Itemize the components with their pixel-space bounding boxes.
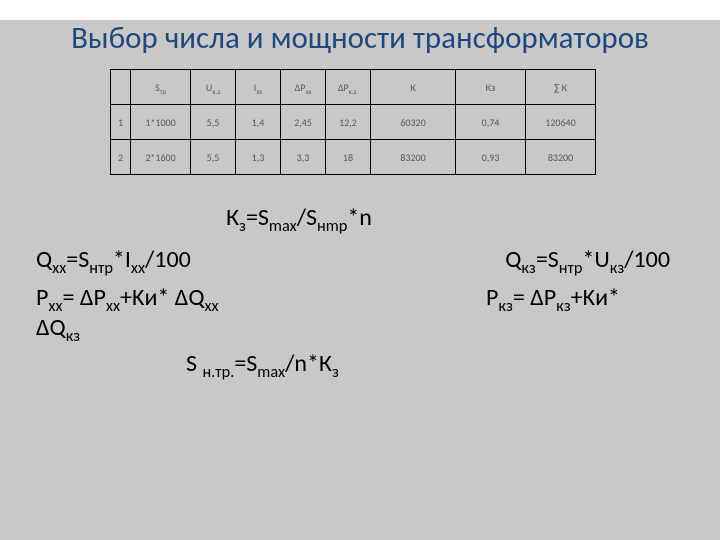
table-cell: 12,2: [326, 105, 371, 140]
formula-qxx: Qхх=Sнтр*Iхх/100: [36, 242, 211, 278]
table-row: 11*10005,51,42,4512,2603200,74120640: [111, 105, 596, 140]
table-cell: 2*1600: [131, 140, 191, 175]
table-cell: 60320: [371, 105, 456, 140]
formula-pkz: Pкз= ΔPкз+Kи*: [486, 280, 680, 316]
table-row: 22*16005,51,33,318832000,9383200: [111, 140, 596, 175]
table-header-cell: Uк.з: [191, 70, 236, 105]
table-cell: 0,93: [456, 140, 526, 175]
table-cell: 2: [111, 140, 131, 175]
table-header-cell: Sтр: [131, 70, 191, 105]
table-cell: 1,4: [236, 105, 281, 140]
transformer-table: SтрUк.зIххΔPххΔPк.з.ККз∑ К 11*10005,51,4…: [110, 69, 596, 175]
table-cell: 1*1000: [131, 105, 191, 140]
table-cell: 18: [326, 140, 371, 175]
table-cell: 5,5: [191, 105, 236, 140]
formula-sntr: S н.тр.=Smax/n*Кз: [36, 346, 680, 382]
table-cell: 3,3: [281, 140, 326, 175]
formula-block: Кз=Smax/Sнmр*n Qхх=Sнтр*Iхх/100 Qкз=Sнтр…: [0, 200, 720, 382]
table-cell: 2,45: [281, 105, 326, 140]
table-cell: 5,5: [191, 140, 236, 175]
table-header-cell: К: [371, 70, 456, 105]
formula-qkz: Qкз=Sнтр*Uкз/100: [505, 242, 680, 278]
table-cell: 1: [111, 105, 131, 140]
table-cell: 0,74: [456, 105, 526, 140]
table-cell: 83200: [371, 140, 456, 175]
table-header-cell: [111, 70, 131, 105]
table-header-cell: Iхх: [236, 70, 281, 105]
table-cell: 120640: [526, 105, 596, 140]
table-header-cell: Кз: [456, 70, 526, 105]
table-header-cell: ∑ К: [526, 70, 596, 105]
table-header-cell: ΔPк.з.: [326, 70, 371, 105]
table-cell: 1,3: [236, 140, 281, 175]
table-header-cell: ΔPхх: [281, 70, 326, 105]
table-cell: 83200: [526, 140, 596, 175]
formula-kz: Кз=Smax/Sнmр*n: [36, 200, 680, 236]
slide-title: Выбор числа и мощности трансформаторов: [0, 20, 720, 57]
